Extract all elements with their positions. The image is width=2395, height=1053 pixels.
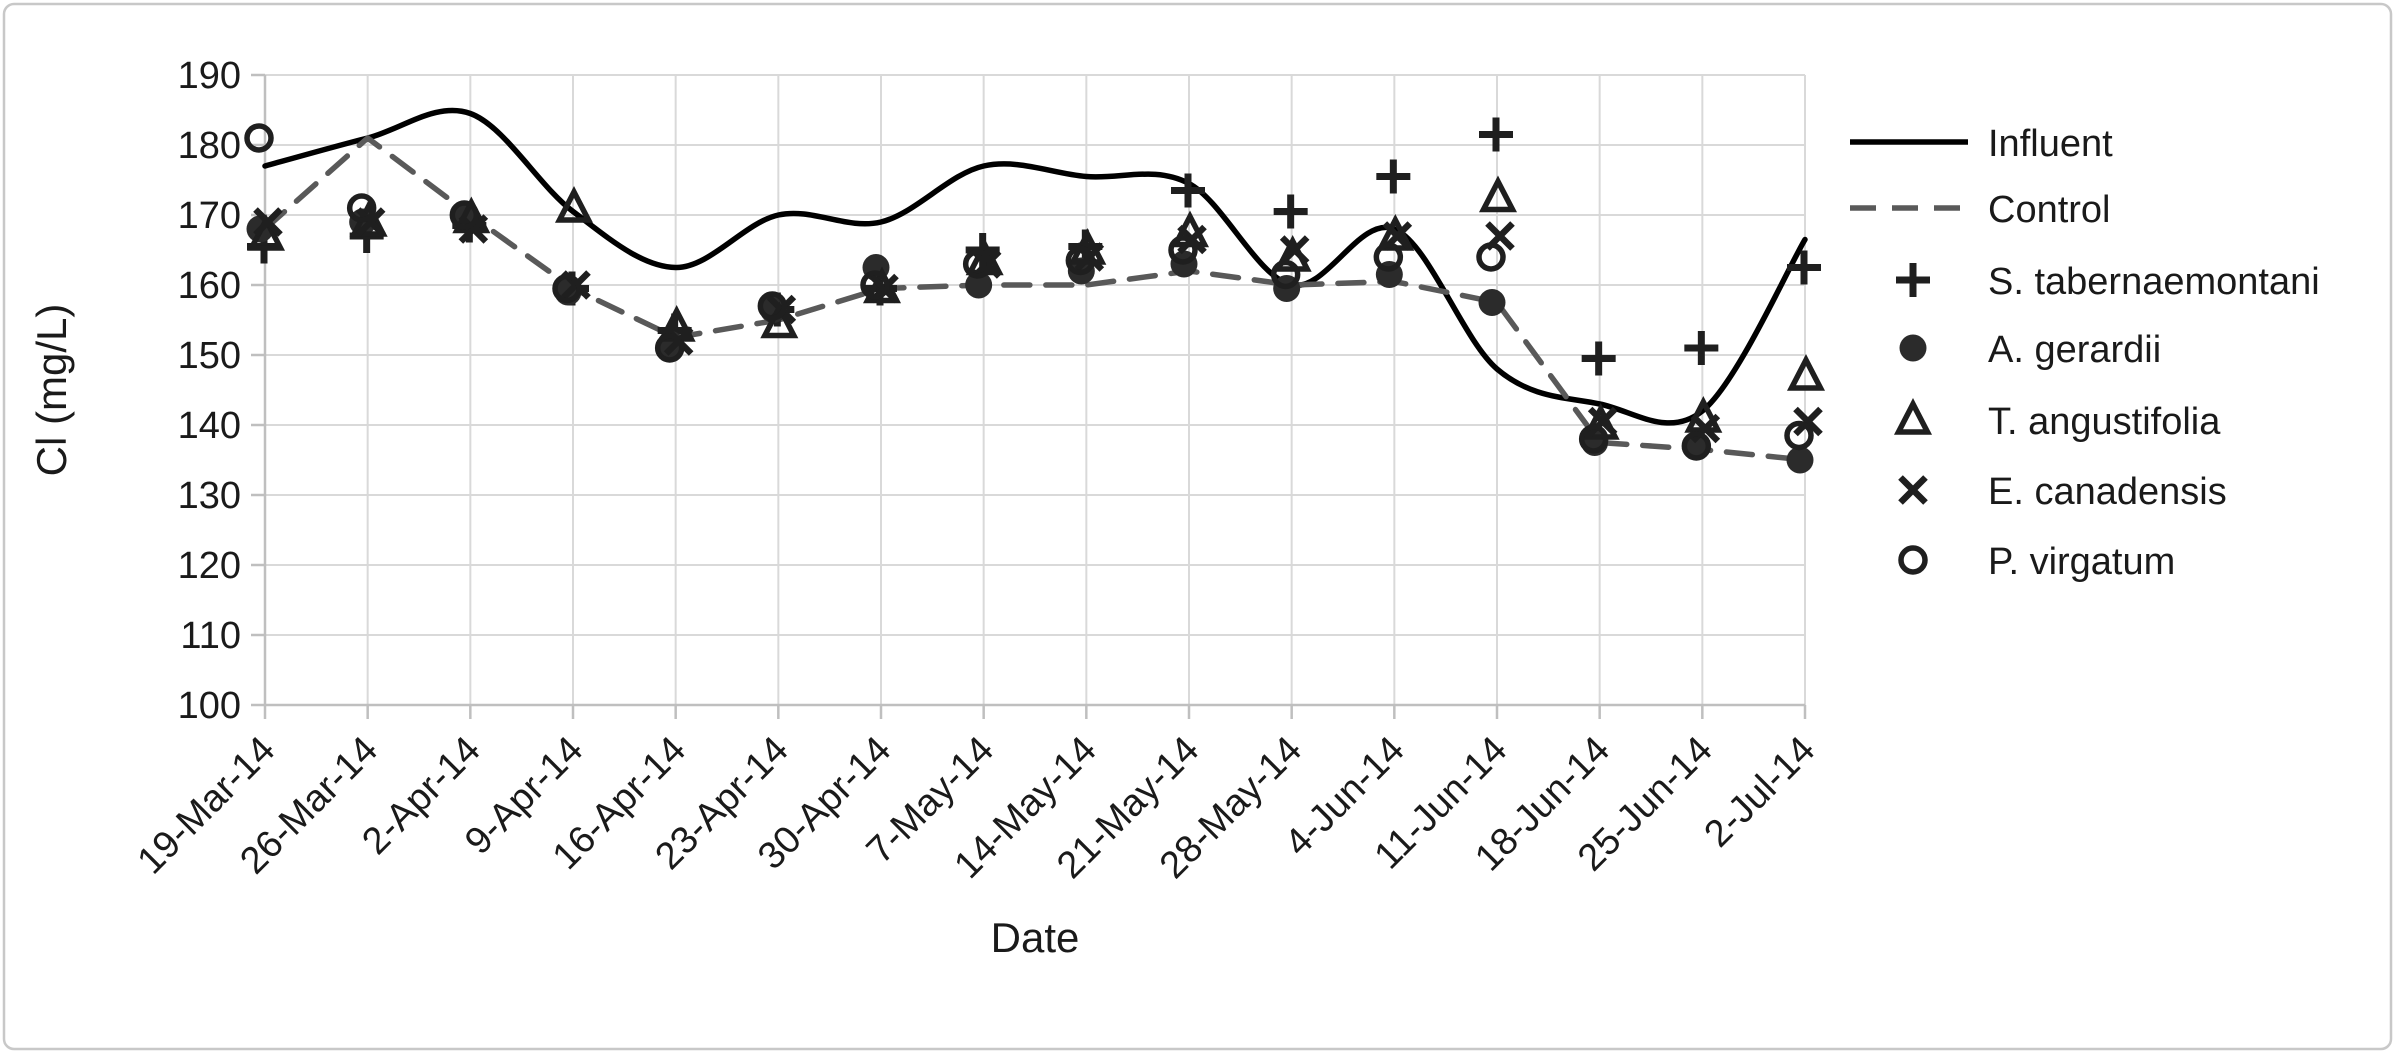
series-p-virgatum-marker [244,123,274,153]
legend-item-e-canadensis: E. canadensis [1898,471,2227,513]
series-s-tabernaemontani-marker [1684,331,1719,365]
x-axis-tick-labels: 19-Mar-1426-Mar-142-Apr-149-Apr-1416-Apr… [130,729,1824,887]
series-line-control [262,135,1808,463]
legend-item-influent: Influent [1850,123,2113,165]
series-p-virgatum-marker [1476,242,1506,272]
series-p-virgatum-marker [1270,259,1301,290]
y-axis-tick-labels: 190 180 170 160 150 140 130 120 110 100 [178,55,241,727]
legend-label-t-angustifolia: T. angustifolia [1988,401,2221,443]
axis-lines [251,73,1807,719]
legend-label-a-gerardii: A. gerardii [1988,329,2161,371]
series-a-gerardii [246,205,1814,474]
series-s-tabernaemontani-marker [1273,194,1308,229]
series-t-angustifolia-marker [1786,354,1826,391]
legend-label-e-canadensis: E. canadensis [1988,471,2227,513]
series-p-virgatum-marker [552,273,582,304]
filled-circle-marker-icon [1899,334,1927,362]
series-s-tabernaemontani [247,117,1821,376]
y-tick-label: 170 [178,195,241,237]
series-a-gerardii-marker [1478,289,1506,316]
y-tick-label: 180 [178,125,241,167]
legend-label-s-tabernaemontani: S. tabernaemontani [1988,261,2320,303]
legend-item-a-gerardii: A. gerardii [1899,329,2161,371]
series-p-virgatum-marker [1578,424,1609,454]
y-axis-title: Cl (mg/L) [28,304,75,477]
series-s-tabernaemontani-marker [1479,117,1513,152]
x-axis-title: Date [991,914,1080,961]
series-p-virgatum-marker [1681,431,1712,461]
y-tick-label: 160 [178,265,241,307]
legend-item-s-tabernaemontani: S. tabernaemontani [1896,261,2320,303]
legend-item-control: Control [1850,189,2111,231]
series-p-virgatum-marker [654,333,685,363]
y-tick-label: 110 [180,615,241,657]
y-tick-label: 100 [178,685,241,727]
series-e-canadensis-marker [355,207,386,237]
series-e-canadensis-marker [458,214,489,244]
series-s-tabernaemontani-marker [1376,159,1411,194]
series-e-canadensis-marker [971,249,1002,279]
y-tick-label: 190 [178,55,241,97]
series-p-virgatum-marker [1168,235,1198,265]
x-tick-label: 2-Jul-14 [1697,729,1824,856]
legend-label-control: Control [1988,189,2111,231]
series-t-angustifolia-marker [554,186,594,223]
series-e-canadensis-marker [1690,413,1721,444]
y-tick-label: 130 [178,475,241,517]
series-s-tabernaemontani-marker [1787,250,1821,285]
y-tick-label: 150 [178,335,241,377]
series-a-gerardii-marker [965,271,993,299]
series-line-influent [262,107,1808,426]
legend-label-p-virgatum: P. virgatum [1988,541,2175,583]
x-marker-icon [1898,475,1928,505]
series-s-tabernaemontani-marker [1581,341,1616,376]
series-s-tabernaemontani-marker [1171,173,1205,208]
legend-item-p-virgatum: P. virgatum [1898,541,2175,583]
legend-item-t-angustifolia: T. angustifolia [1893,398,2221,443]
legend-label-influent: Influent [1988,123,2113,165]
series-p-virgatum-marker [757,291,788,321]
legend: Influent Control S. tabernaemontani A. g… [1850,123,2320,583]
series-p-virgatum-marker [962,249,993,279]
series-p-virgatum-marker [1784,420,1814,451]
series-e-canadensis-marker [253,207,283,237]
series-p-virgatum-marker [346,193,377,223]
series-p-virgatum-marker [449,200,480,230]
series-e-canadensis-marker [1793,406,1823,437]
series-t-angustifolia-marker [1478,175,1518,213]
series-p-virgatum-marker [1065,245,1096,276]
series-p-virgatum [244,123,1814,461]
series-p-virgatum-marker [1373,242,1404,272]
y-tick-label: 140 [178,405,241,447]
series-e-canadensis-marker [1587,406,1618,437]
series-e-canadensis-marker [1279,235,1310,265]
y-tick-label: 120 [178,545,241,587]
open-triangle-marker-icon [1893,398,1933,435]
series-layer [244,107,1826,474]
series-e-canadensis [253,207,1823,444]
series-a-gerardii-marker [1786,446,1814,474]
series-p-virgatum-marker [860,270,890,300]
plus-marker-icon [1896,263,1930,297]
open-circle-marker-icon [1898,545,1928,575]
